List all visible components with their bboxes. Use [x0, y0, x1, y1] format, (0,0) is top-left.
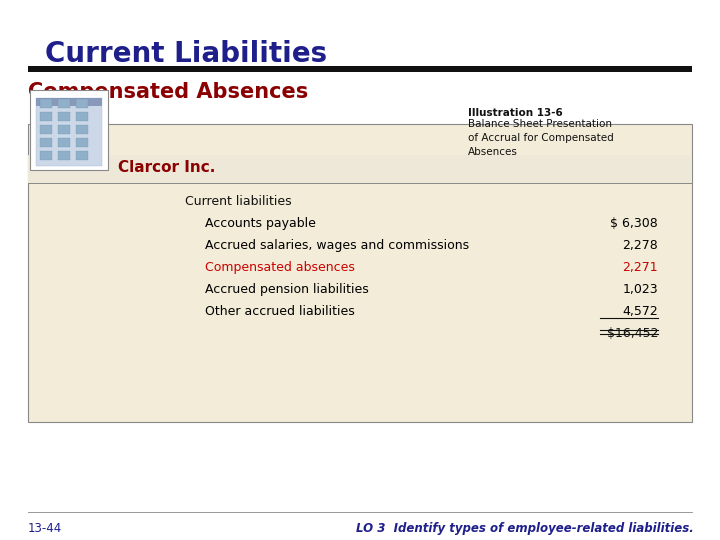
Text: Current liabilities: Current liabilities	[185, 195, 292, 208]
Bar	[36, 98, 102, 106]
Bar	[76, 125, 88, 134]
Text: 1,023: 1,023	[622, 283, 658, 296]
Text: 2,278: 2,278	[622, 239, 658, 252]
Bar	[58, 151, 70, 160]
Text: $ 6,308: $ 6,308	[611, 217, 658, 230]
Text: LO 3  Identify types of employee-related liabilities.: LO 3 Identify types of employee-related …	[356, 522, 694, 535]
Text: Accrued salaries, wages and commissions: Accrued salaries, wages and commissions	[205, 239, 469, 252]
Bar	[58, 99, 70, 108]
Bar	[76, 112, 88, 121]
Text: 13-44: 13-44	[28, 522, 62, 535]
Text: Illustration 13-6: Illustration 13-6	[468, 108, 563, 118]
Bar	[76, 99, 88, 108]
Bar	[40, 125, 52, 134]
Text: Compensated Absences: Compensated Absences	[28, 82, 308, 102]
Bar	[36, 98, 102, 166]
Bar	[28, 66, 692, 72]
Bar	[28, 155, 692, 183]
Text: Accounts payable: Accounts payable	[205, 217, 316, 230]
Bar	[76, 138, 88, 147]
Text: Balance Sheet Presentation
of Accrual for Compensated
Absences: Balance Sheet Presentation of Accrual fo…	[468, 119, 613, 157]
Bar	[40, 99, 52, 108]
Bar	[58, 112, 70, 121]
Bar	[58, 125, 70, 134]
Text: $16,452: $16,452	[606, 327, 658, 340]
Bar	[58, 138, 70, 147]
Text: Accrued pension liabilities: Accrued pension liabilities	[205, 283, 369, 296]
Text: 2,271: 2,271	[622, 261, 658, 274]
Text: Compensated absences: Compensated absences	[205, 261, 355, 274]
Bar	[76, 151, 88, 160]
Bar	[40, 112, 52, 121]
Bar	[40, 138, 52, 147]
Text: Current Liabilities: Current Liabilities	[45, 40, 327, 68]
Bar	[28, 124, 692, 422]
Text: Other accrued liabilities: Other accrued liabilities	[205, 305, 355, 318]
Bar	[30, 90, 108, 170]
Text: 4,572: 4,572	[622, 305, 658, 318]
Bar	[40, 151, 52, 160]
Text: Clarcor Inc.: Clarcor Inc.	[118, 160, 215, 175]
